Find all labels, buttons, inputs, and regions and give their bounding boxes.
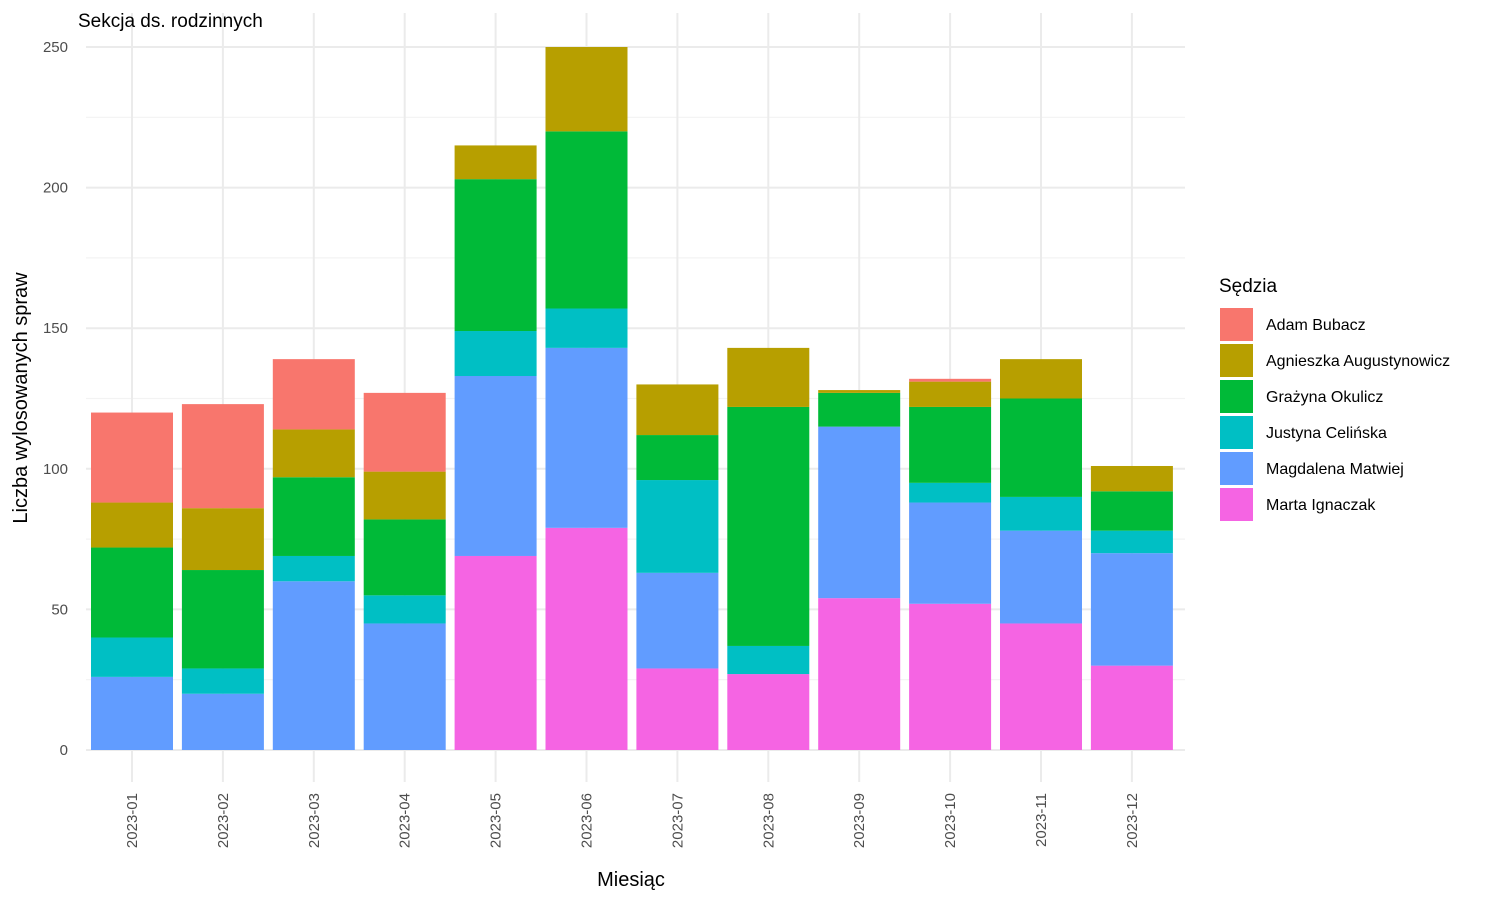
bar-segment: [545, 527, 628, 750]
bar-segment: [545, 131, 628, 309]
bar-segment: [818, 426, 901, 599]
bar-segment: [636, 572, 719, 669]
bar-segment: [545, 347, 628, 528]
legend-key: [1220, 380, 1253, 413]
x-tick-label: 2023-06: [579, 793, 596, 848]
bar-segment: [545, 47, 628, 132]
bar-segment: [1090, 665, 1173, 750]
bar-segment: [91, 676, 173, 750]
y-tick-label: 150: [43, 320, 68, 337]
x-tick-label: 2023-09: [851, 793, 868, 848]
bar-segment: [272, 429, 355, 478]
bar-segment: [454, 145, 537, 180]
bar-segment: [909, 502, 992, 604]
bar-segment: [818, 598, 901, 750]
y-tick-label: 250: [43, 39, 68, 56]
y-tick-label: 200: [43, 180, 68, 197]
bar-segment: [636, 480, 719, 573]
bar-segment: [91, 412, 173, 503]
bar-segment: [545, 308, 628, 348]
bar-segment: [818, 390, 901, 393]
legend: Sędzia Adam Bubacz Agnieszka Augustynowic…: [1219, 276, 1450, 521]
bar-segment: [454, 331, 537, 377]
bar-segment: [363, 471, 446, 520]
legend-label: Justyna Celińska: [1266, 425, 1387, 442]
bar-segment: [727, 406, 810, 646]
x-tick-label: 2023-05: [488, 793, 505, 848]
legend-label: Adam Bubacz: [1266, 317, 1366, 334]
x-axis-title: Miesiąc: [597, 869, 665, 891]
bar-segment: [454, 555, 537, 750]
legend-key: [1220, 452, 1253, 485]
bar-segment: [909, 482, 992, 503]
bar-segment: [454, 376, 537, 556]
x-tick-label: 2023-02: [215, 793, 232, 848]
bar-segment: [636, 384, 719, 436]
bar-segment: [1000, 398, 1082, 497]
bar-segment: [363, 519, 446, 596]
bar-segment: [1090, 491, 1173, 531]
legend-key: [1220, 308, 1253, 341]
bar-segment: [1090, 465, 1173, 492]
legend-key: [1220, 344, 1253, 377]
x-tick-label: 2023-04: [397, 793, 414, 848]
legend-label: Grażyna Okulicz: [1266, 389, 1383, 406]
bar-segment: [909, 378, 992, 382]
bar-segment: [363, 392, 446, 472]
bar-segment: [1090, 553, 1173, 666]
legend-label: Marta Ignaczak: [1266, 497, 1376, 514]
bar-segment: [91, 547, 173, 638]
x-tick-label: 2023-12: [1124, 793, 1141, 848]
x-tick-label: 2023-10: [942, 793, 959, 848]
bar-segment: [272, 581, 355, 750]
y-axis-title: Liczba wylosowanych spraw: [10, 272, 32, 524]
bar-segment: [727, 674, 810, 750]
axes: 0 50 100 150 200 250 2023-01 2023-02 2023-03 2023…: [43, 39, 1141, 848]
legend-title: Sędzia: [1219, 276, 1278, 297]
legend-key: [1220, 416, 1253, 449]
bar-segment: [727, 347, 810, 407]
bar-segment: [272, 359, 355, 430]
legend-label: Magdalena Matwiej: [1266, 461, 1404, 478]
bar-segment: [1000, 359, 1082, 399]
legend-label: Agnieszka Augustynowicz: [1266, 353, 1450, 370]
bars: [91, 47, 1173, 750]
y-tick-label: 100: [43, 461, 68, 478]
bar-segment: [181, 570, 264, 669]
legend-key: [1220, 488, 1253, 521]
bar-segment: [181, 404, 264, 509]
bar-segment: [1000, 496, 1082, 531]
bar-segment: [909, 381, 992, 407]
chart-title: Sekcja ds. rodzinnych: [78, 11, 263, 32]
bar-segment: [727, 645, 810, 675]
bar-segment: [91, 502, 173, 548]
bar-segment: [181, 693, 264, 750]
bar-segment: [636, 668, 719, 750]
bar-segment: [909, 406, 992, 483]
bar-segment: [181, 668, 264, 694]
bar-segment: [181, 508, 264, 571]
bar-segment: [1000, 530, 1082, 624]
bar-segment: [363, 595, 446, 624]
bar-segment: [636, 435, 719, 481]
x-tick-label: 2023-01: [124, 793, 141, 848]
x-tick-label: 2023-03: [306, 793, 323, 848]
bar-segment: [909, 603, 992, 750]
y-tick-label: 0: [60, 742, 68, 759]
x-tick-label: 2023-07: [669, 793, 686, 848]
bar-segment: [272, 477, 355, 556]
bar-segment: [272, 555, 355, 582]
bar-segment: [454, 179, 537, 332]
x-tick-label: 2023-08: [760, 793, 777, 848]
bar-segment: [91, 637, 173, 677]
bar-segment: [1000, 623, 1082, 750]
x-tick-label: 2023-11: [1033, 793, 1050, 847]
y-tick-label: 50: [51, 601, 68, 618]
bar-segment: [1090, 530, 1173, 554]
bar-segment: [363, 623, 446, 750]
bar-segment: [818, 392, 901, 427]
